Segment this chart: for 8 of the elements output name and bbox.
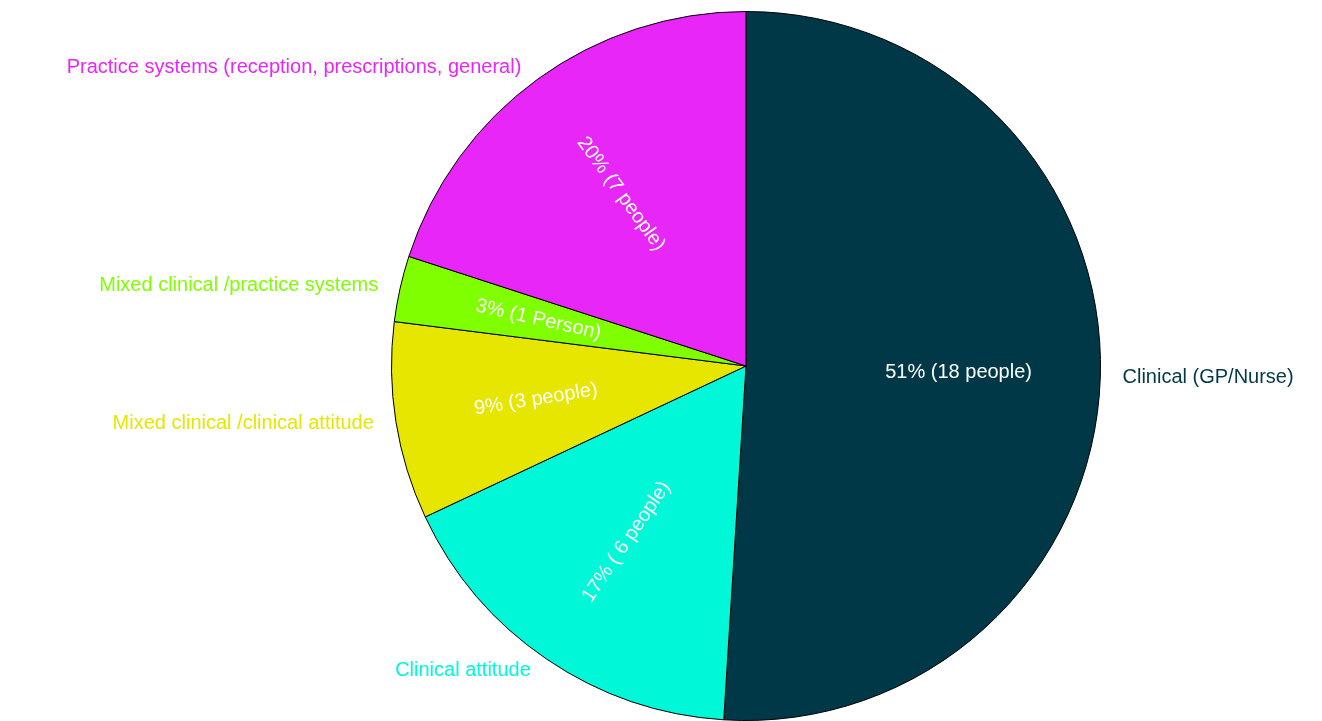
data-label: 3% (1 Person) bbox=[473, 293, 604, 343]
data-label: 9% (3 people) bbox=[472, 377, 599, 419]
slice-label: Practice systems (reception, prescriptions, general) bbox=[66, 55, 522, 78]
slice-label: Clinical (GP/Nurse) bbox=[1122, 365, 1294, 388]
slice-label: Clinical attitude bbox=[395, 658, 531, 681]
data-label: 51% (18 people) bbox=[885, 360, 1032, 383]
slice-label: Mixed clinical /practice systems bbox=[99, 273, 379, 296]
slice-label: Mixed clinical /clinical attitude bbox=[112, 411, 374, 434]
